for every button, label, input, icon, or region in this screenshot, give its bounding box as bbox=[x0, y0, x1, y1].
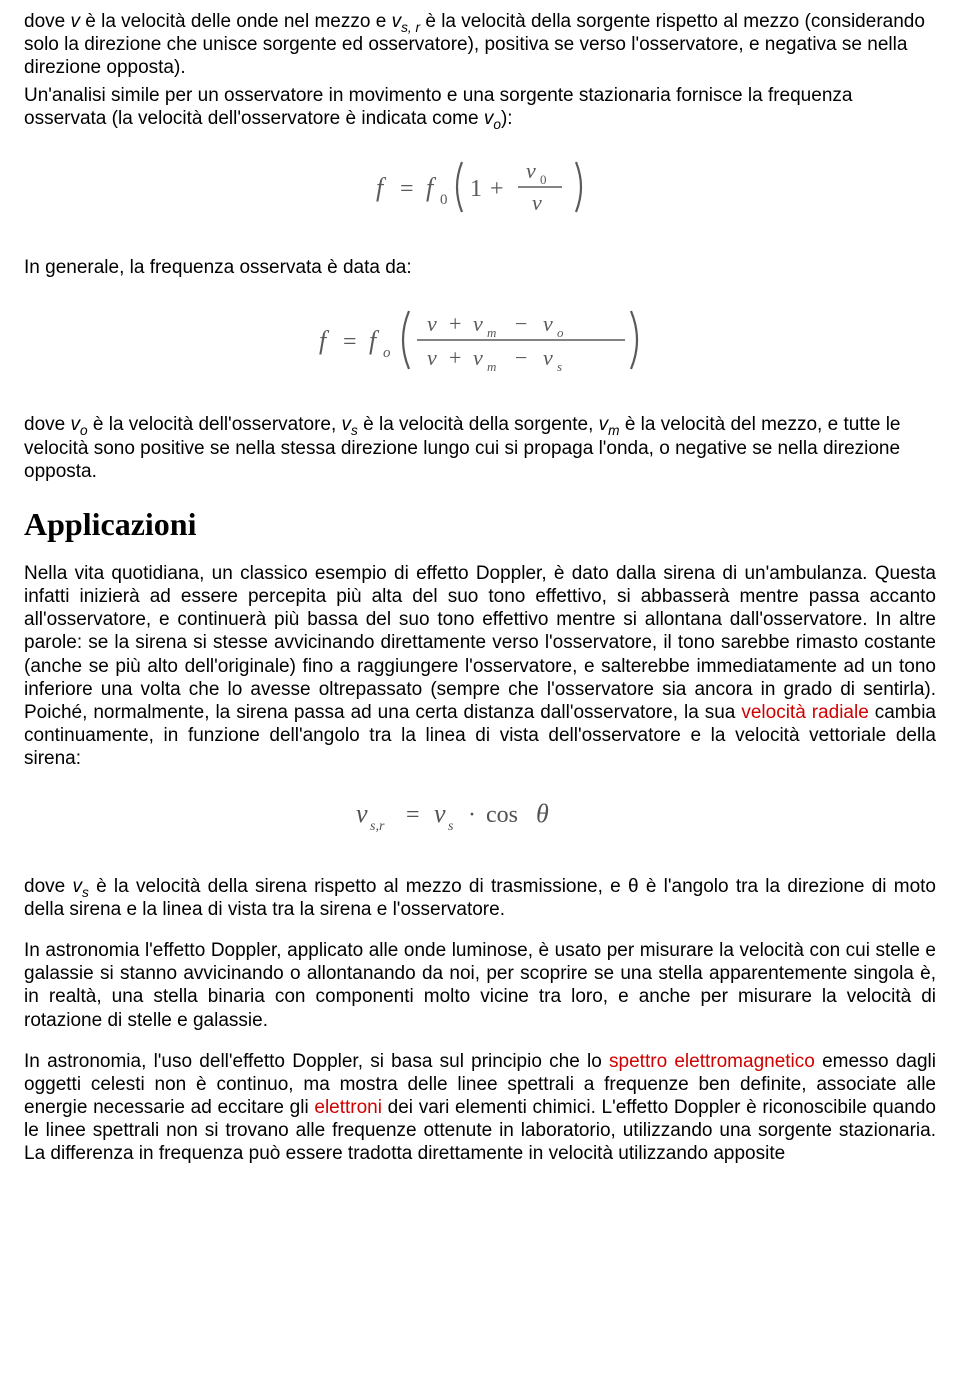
svg-text:+: + bbox=[449, 345, 461, 370]
equation-3: v s,r = v s · cos θ bbox=[24, 796, 936, 842]
svg-text:v: v bbox=[532, 190, 542, 215]
text: è la velocità dell'osservatore, bbox=[88, 414, 342, 435]
svg-text:−: − bbox=[515, 311, 527, 336]
link-elettroni[interactable]: elettroni bbox=[314, 1097, 382, 1118]
text: è la velocità delle onde nel mezzo e bbox=[80, 11, 392, 32]
svg-text:f: f bbox=[369, 326, 380, 355]
paragraph-ambulance: Nella vita quotidiana, un classico esemp… bbox=[24, 562, 936, 771]
var-v: v bbox=[70, 11, 80, 32]
svg-text:v: v bbox=[356, 799, 368, 828]
svg-text:s: s bbox=[557, 359, 562, 374]
text: In astronomia, l'uso dell'effetto Dopple… bbox=[24, 1051, 609, 1072]
svg-text:−: − bbox=[515, 345, 527, 370]
text: Nella vita quotidiana, un classico esemp… bbox=[24, 563, 936, 723]
equation-2: f = f o v + v m − v o v + v bbox=[24, 305, 936, 381]
svg-text:v: v bbox=[434, 799, 446, 828]
link-spettro-elettromagnetico[interactable]: spettro elettromagnetico bbox=[609, 1051, 815, 1072]
svg-text:v: v bbox=[526, 158, 536, 183]
svg-text:o: o bbox=[383, 345, 391, 361]
var-vsr: vs, r bbox=[392, 11, 421, 32]
text: Un'analisi simile per un osservatore in … bbox=[24, 85, 852, 129]
equation-2-svg: f = f o v + v m − v o v + v bbox=[315, 305, 645, 375]
paragraph-vs-theta: dove vs è la velocità della sirena rispe… bbox=[24, 875, 936, 921]
svg-text:s: s bbox=[448, 819, 454, 834]
svg-text:=: = bbox=[400, 176, 414, 202]
var-vo: vo bbox=[484, 108, 501, 129]
svg-text:0: 0 bbox=[540, 172, 547, 187]
var-vo: vo bbox=[70, 414, 87, 435]
svg-text:s,r: s,r bbox=[370, 819, 385, 834]
svg-text:v: v bbox=[543, 345, 553, 370]
text: è la velocità della sirena rispetto al m… bbox=[24, 876, 936, 920]
svg-text:m: m bbox=[487, 359, 496, 374]
paragraph-astronomy-2: In astronomia, l'uso dell'effetto Dopple… bbox=[24, 1050, 936, 1166]
link-velocita-radiale[interactable]: velocità radiale bbox=[741, 702, 868, 723]
svg-text:θ: θ bbox=[536, 799, 549, 828]
svg-text:v: v bbox=[473, 311, 483, 336]
text: dove bbox=[24, 414, 70, 435]
svg-text:o: o bbox=[557, 325, 564, 340]
paragraph-intro-1: dove v è la velocità delle onde nel mezz… bbox=[24, 10, 936, 80]
equation-1-svg: f = f 0 1 + v 0 v bbox=[370, 156, 590, 218]
paragraph-astronomy-1: In astronomia l'effetto Doppler, applica… bbox=[24, 939, 936, 1032]
equation-3-svg: v s,r = v s · cos θ bbox=[350, 796, 610, 836]
text: ): bbox=[501, 108, 513, 129]
svg-text:v: v bbox=[427, 345, 437, 370]
svg-text:0: 0 bbox=[440, 192, 448, 208]
svg-text:=: = bbox=[406, 802, 420, 828]
var-vm: vm bbox=[599, 414, 620, 435]
svg-text:v: v bbox=[473, 345, 483, 370]
svg-text:f: f bbox=[426, 173, 437, 202]
paragraph-intro-2: Un'analisi simile per un osservatore in … bbox=[24, 84, 936, 130]
paragraph-general-freq: In generale, la frequenza osservata è da… bbox=[24, 256, 936, 279]
spacer bbox=[24, 1036, 936, 1050]
svg-text:f: f bbox=[376, 173, 387, 202]
document-page: dove v è la velocità delle onde nel mezz… bbox=[0, 0, 960, 1166]
text: dove bbox=[24, 876, 72, 897]
var-vs: vs bbox=[72, 876, 88, 897]
svg-text:·: · bbox=[468, 802, 476, 828]
equation-1: f = f 0 1 + v 0 v bbox=[24, 156, 936, 224]
svg-text:f: f bbox=[319, 326, 330, 355]
paragraph-variables-explain: dove vo è la velocità dell'osservatore, … bbox=[24, 413, 936, 483]
svg-text:1: 1 bbox=[470, 176, 482, 202]
svg-text:cos: cos bbox=[486, 802, 518, 828]
svg-text:+: + bbox=[449, 311, 461, 336]
svg-text:+: + bbox=[490, 176, 504, 202]
svg-text:m: m bbox=[487, 325, 496, 340]
spacer bbox=[24, 925, 936, 939]
svg-text:=: = bbox=[343, 329, 357, 355]
text: dove bbox=[24, 11, 70, 32]
text: è la velocità della sorgente, bbox=[358, 414, 599, 435]
heading-applicazioni: Applicazioni bbox=[24, 505, 936, 544]
var-vs: vs bbox=[342, 414, 358, 435]
svg-text:v: v bbox=[543, 311, 553, 336]
svg-text:v: v bbox=[427, 311, 437, 336]
